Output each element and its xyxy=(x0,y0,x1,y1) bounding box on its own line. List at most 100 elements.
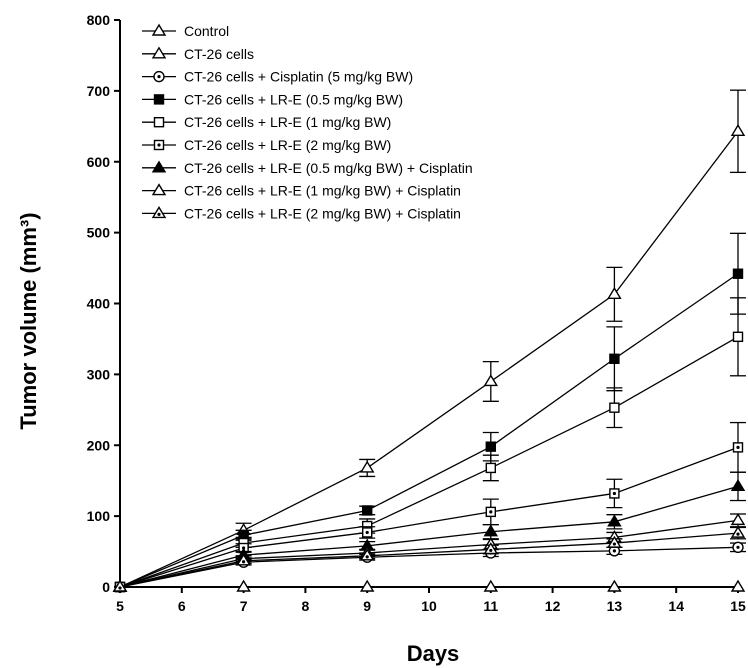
x-tick-label: 12 xyxy=(545,598,561,614)
data-point xyxy=(607,535,622,548)
data-point xyxy=(609,402,620,413)
marker-dot xyxy=(118,586,122,590)
marker-dot xyxy=(612,549,617,553)
x-tick-label: 6 xyxy=(178,598,186,614)
x-axis-title: Days xyxy=(407,641,460,666)
legend: Control CT-26 cells CT-26 cells + Cisplati… xyxy=(142,23,473,221)
legend-item: CT-26 cells + LR-E (1 mg/kg BW) + Cispla… xyxy=(142,183,461,199)
series-line xyxy=(119,446,739,588)
series-line xyxy=(119,130,739,588)
y-tick-label: 0 xyxy=(102,579,110,595)
marker-dot xyxy=(489,510,493,514)
data-point xyxy=(483,579,499,592)
series-line xyxy=(119,546,739,588)
legend-label: Control xyxy=(184,23,229,39)
series-line xyxy=(119,519,739,588)
legend-label: CT-26 cells + LR-E (0.5 mg/kg BW) xyxy=(184,91,403,107)
marker-dot xyxy=(157,212,161,216)
legend-item: Control xyxy=(142,23,229,39)
legend-label: CT-26 cells + Cisplatin (5 mg/kg BW) xyxy=(184,69,413,85)
marker-dot xyxy=(365,555,369,559)
data-point xyxy=(359,579,375,592)
data-point xyxy=(151,23,167,36)
marker-dot xyxy=(157,75,161,79)
legend-label: CT-26 cells xyxy=(184,46,254,62)
data-point xyxy=(153,94,165,105)
series-4 xyxy=(114,297,746,593)
y-axis-title: Tumor volume (mm³) xyxy=(16,212,41,429)
data-point xyxy=(483,374,499,387)
marker-dot xyxy=(489,548,493,553)
marker-dot xyxy=(612,542,617,546)
data-point xyxy=(732,268,744,279)
data-point xyxy=(730,123,746,136)
data-point xyxy=(732,331,744,343)
x-tick-label: 10 xyxy=(421,598,437,614)
legend-item: CT-26 cells + LR-E (0.5 mg/kg BW) + Cisp… xyxy=(142,160,473,176)
marker-dot xyxy=(157,143,161,147)
data-point xyxy=(485,462,496,474)
marker-dot xyxy=(736,532,740,536)
data-point xyxy=(362,505,373,516)
data-point xyxy=(359,460,375,473)
y-tick-label: 800 xyxy=(87,12,111,28)
data-point xyxy=(730,525,746,538)
legend-label: CT-26 cells + LR-E (1 mg/kg BW) + Cispla… xyxy=(184,183,461,199)
data-point xyxy=(151,160,167,173)
series-6 xyxy=(112,471,746,592)
marker-dot xyxy=(736,545,740,549)
y-tick-label: 400 xyxy=(87,296,111,312)
series-line xyxy=(119,336,739,588)
data-point xyxy=(607,286,622,299)
data-point xyxy=(607,514,622,527)
legend-item: CT-26 cells + LR-E (1 mg/kg BW) xyxy=(142,114,391,130)
data-point xyxy=(730,513,746,526)
x-tick-label: 11 xyxy=(483,598,498,614)
data-point xyxy=(483,542,499,555)
data-point xyxy=(151,46,167,59)
data-point xyxy=(151,206,167,219)
y-tick-label: 100 xyxy=(87,508,111,524)
axes: 0 100 200 300 400 500 600 700 800 5 6 7 8 9 10 11 12 13 14… xyxy=(87,12,746,614)
x-tick-label: 15 xyxy=(730,598,746,614)
x-tick-label: 14 xyxy=(668,598,684,614)
marker-dot xyxy=(242,560,246,564)
y-tick-label: 300 xyxy=(87,366,111,382)
legend-label: CT-26 cells + LR-E (1 mg/kg BW) xyxy=(184,114,391,130)
series-layer xyxy=(112,89,746,593)
data-point xyxy=(112,579,128,592)
data-point xyxy=(236,579,251,592)
legend-label: CT-26 cells + LR-E (2 mg/kg BW) + Cispla… xyxy=(184,205,461,221)
marker-dot xyxy=(612,491,617,496)
legend-label: CT-26 cells + LR-E (2 mg/kg BW) xyxy=(184,137,391,153)
legend-item: CT-26 cells + Cisplatin (5 mg/kg BW) xyxy=(142,69,413,85)
data-point xyxy=(359,548,375,561)
series-line xyxy=(119,485,739,588)
data-point xyxy=(730,579,746,592)
data-point xyxy=(609,353,620,364)
legend-item: CT-26 cells xyxy=(142,46,254,62)
series-line xyxy=(119,273,739,588)
y-tick-label: 500 xyxy=(87,225,111,241)
x-tick-label: 13 xyxy=(607,598,623,614)
marker-dot xyxy=(365,530,369,535)
y-tick-label: 700 xyxy=(87,83,111,99)
legend-label: CT-26 cells + LR-E (0.5 mg/kg BW) + Cisp… xyxy=(184,160,473,176)
series-8 xyxy=(112,525,746,592)
x-tick-label: 5 xyxy=(116,598,124,614)
x-tick-label: 9 xyxy=(363,598,371,614)
legend-item: CT-26 cells + LR-E (0.5 mg/kg BW) xyxy=(142,91,403,107)
x-tick-label: 7 xyxy=(240,598,248,614)
data-point xyxy=(153,116,165,128)
series-line xyxy=(119,532,739,588)
series-5 xyxy=(114,421,746,593)
legend-item: CT-26 cells + LR-E (2 mg/kg BW) xyxy=(142,137,391,153)
data-point xyxy=(151,183,167,196)
data-point xyxy=(483,524,499,537)
data-point xyxy=(730,478,746,492)
y-tick-label: 600 xyxy=(87,154,111,170)
series-3 xyxy=(114,232,746,593)
x-tick-label: 8 xyxy=(302,598,310,614)
